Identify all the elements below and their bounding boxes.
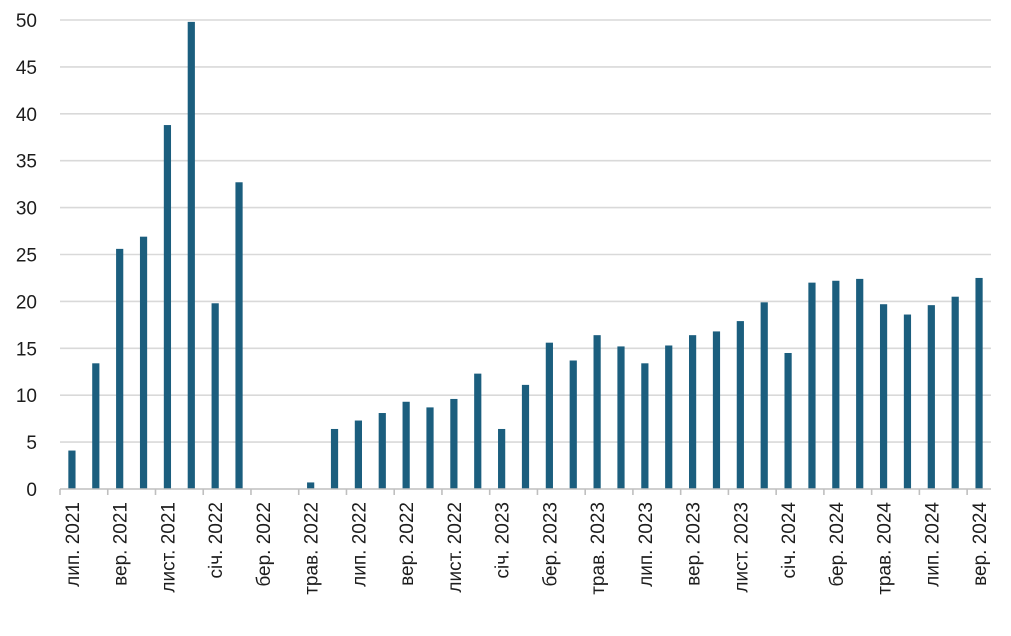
bar: [187, 21, 195, 489]
x-tick-label: вер. 2024: [970, 502, 991, 586]
bar: [426, 407, 434, 489]
bar: [975, 277, 983, 489]
y-tick-label: 30: [16, 199, 37, 220]
bar: [808, 282, 816, 489]
bar: [116, 248, 124, 489]
y-tick-label: 35: [16, 152, 37, 173]
y-tick-label: 45: [16, 58, 37, 79]
y-tick-label: 50: [16, 11, 37, 32]
bar: [211, 303, 219, 489]
x-tick-label: бер. 2024: [827, 502, 848, 587]
x-tick-label: січ. 2024: [779, 502, 800, 579]
y-tick-label: 15: [16, 339, 37, 360]
bars: [68, 21, 983, 490]
x-tick-label: вер. 2022: [397, 502, 418, 586]
bar: [641, 363, 649, 489]
bar: [689, 335, 697, 489]
x-tick-label: трав. 2023: [588, 502, 609, 595]
bar: [330, 428, 339, 489]
bar: [832, 280, 840, 489]
bar: [784, 352, 792, 489]
bar: [235, 182, 243, 490]
x-tick-label: січ. 2023: [493, 502, 514, 578]
bar: [665, 345, 673, 489]
bar: [163, 125, 172, 489]
bar: [92, 363, 100, 489]
x-tick-label: трав. 2024: [875, 502, 896, 595]
y-tick-label: 0: [26, 480, 37, 501]
bar: [402, 401, 410, 489]
x-tick-label: вер. 2023: [684, 502, 705, 586]
bar: [139, 236, 148, 489]
x-tick-label: трав. 2022: [302, 502, 323, 595]
bar: [879, 304, 888, 489]
x-tick-label: лист. 2023: [731, 502, 752, 593]
bar: [617, 346, 625, 489]
y-tick-label: 5: [26, 433, 37, 454]
x-tick-label: лип. 2023: [636, 502, 657, 587]
bar: [68, 450, 76, 489]
x-tick-label: лист. 2022: [445, 502, 466, 593]
y-axis-tick-labels: 0 5 10 15 20 25 30 35 40 45 50: [16, 11, 37, 501]
x-tick-label: бер. 2023: [540, 502, 561, 587]
y-tick-label: 10: [16, 386, 37, 407]
x-tick-label: лип. 2022: [349, 502, 370, 587]
bar: [378, 413, 386, 489]
bar: [712, 331, 721, 489]
bar: [951, 296, 959, 489]
x-tick-label: лип. 2024: [922, 502, 943, 587]
x-axis: [59, 488, 991, 495]
y-tick-label: 20: [16, 292, 37, 313]
gridlines: [60, 19, 991, 443]
x-tick-label: лип. 2021: [63, 502, 84, 587]
bar: [903, 314, 912, 489]
bar: [498, 428, 506, 489]
y-tick-label: 25: [16, 246, 37, 267]
bar: [856, 278, 864, 489]
x-tick-label: бер. 2022: [254, 502, 275, 587]
bar: [593, 335, 601, 489]
x-tick-label: січ. 2022: [206, 502, 227, 578]
bar: [354, 420, 362, 489]
bar: [927, 305, 935, 489]
x-tick-label: лист. 2021: [158, 502, 179, 593]
bar: [474, 373, 482, 489]
bar: [736, 321, 744, 489]
bar: [569, 360, 577, 489]
x-tick-label: вер. 2021: [111, 502, 132, 586]
bar: [450, 398, 458, 489]
x-axis-tick-labels: лип. 2021 вер. 2021 лист. 2021 січ. 2022 бер…: [63, 502, 991, 595]
bar: [545, 342, 553, 489]
bar: [521, 384, 530, 489]
y-tick-label: 40: [16, 105, 37, 126]
bar: [307, 482, 315, 489]
bar: [760, 302, 768, 489]
